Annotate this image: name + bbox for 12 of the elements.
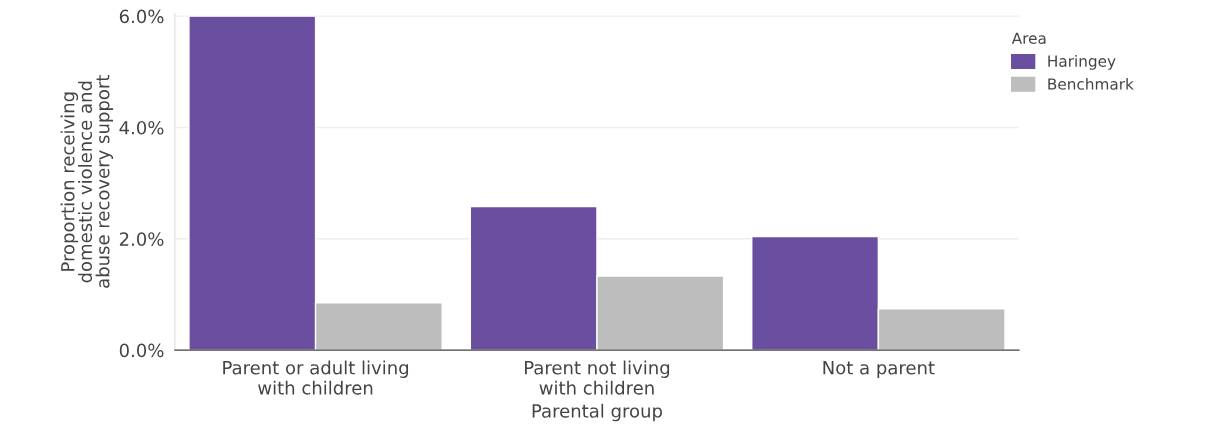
y-tick-label: 2.0% xyxy=(119,232,164,246)
x-axis-title: Parental group xyxy=(532,403,662,422)
legend-label: Haringey xyxy=(1048,55,1116,70)
x-tick-label: Parent or adult living with children xyxy=(223,360,409,395)
y-axis-title: Proportion receiving domestic violence and abuse recovery support xyxy=(60,75,114,288)
y-tick-label: 4.0% xyxy=(119,120,164,135)
y-tick-label: 6.0% xyxy=(119,9,164,24)
x-tick-label: Parent not living with children xyxy=(525,360,670,395)
legend-label: Benchmark xyxy=(1048,77,1134,90)
x-tick-label: Not a parent xyxy=(823,361,935,378)
y-tick-label: 0.0% xyxy=(119,343,164,358)
legend-title: Area xyxy=(1011,32,1046,45)
